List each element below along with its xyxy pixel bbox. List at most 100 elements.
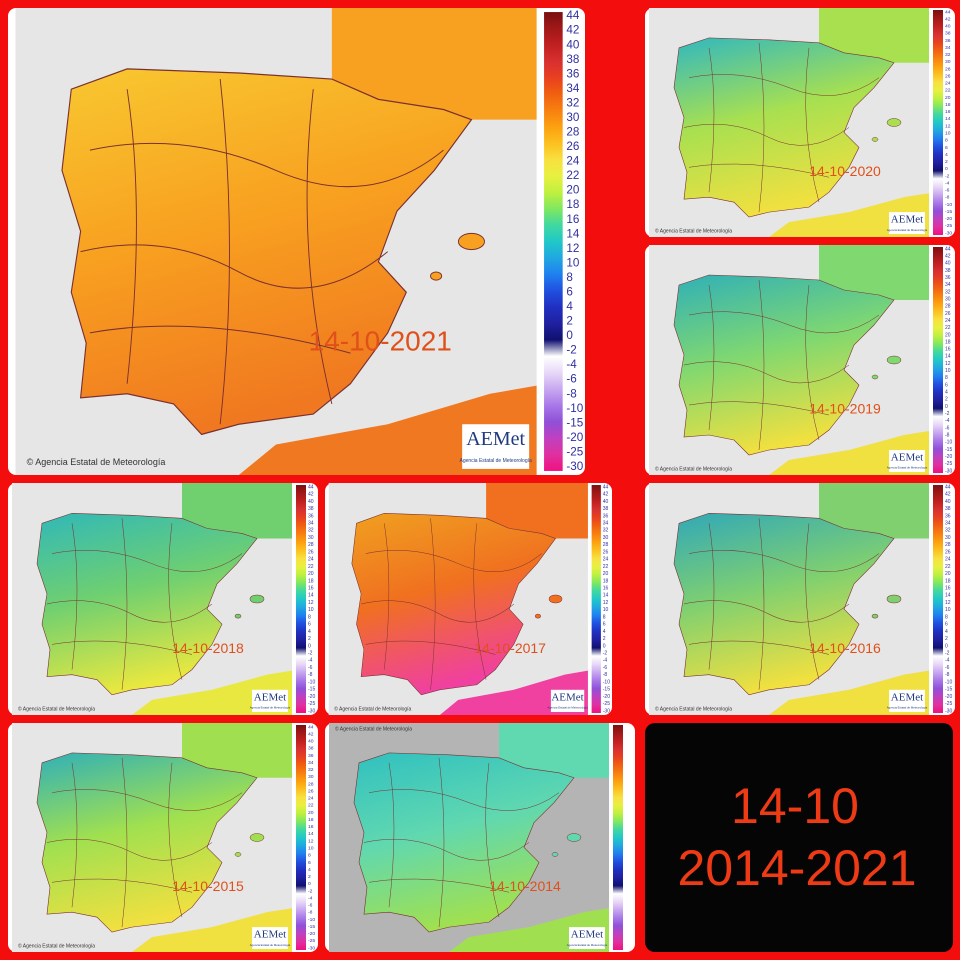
scale-label: -2 <box>945 651 950 657</box>
map <box>329 723 623 952</box>
scale-label: 28 <box>308 542 314 548</box>
island <box>871 137 879 142</box>
scale-label: 42 <box>566 24 579 37</box>
color-bar <box>613 724 623 951</box>
logo: AEMet <box>571 929 603 941</box>
scale-label: -25 <box>308 938 315 944</box>
province-border <box>51 878 193 893</box>
scale-label: 34 <box>945 45 951 51</box>
logo-caption: Agencia Estatal de Meteorología <box>250 943 291 947</box>
province-border <box>80 244 388 289</box>
island <box>871 613 879 619</box>
scale-label: 8 <box>566 271 572 284</box>
france <box>486 483 588 539</box>
scale-label: 0 <box>308 881 311 887</box>
scale-label: 4 <box>945 390 948 396</box>
scale-label: 0 <box>945 166 948 172</box>
scale-label: 24 <box>308 557 314 563</box>
logo: AEMet <box>466 428 525 450</box>
scale-label: 10 <box>603 607 609 613</box>
scale-label: 26 <box>566 140 579 153</box>
scale-label: 44 <box>945 246 951 252</box>
scale-label: 38 <box>945 31 951 37</box>
scale-label: 24 <box>945 318 951 324</box>
scale-label: -8 <box>308 672 313 678</box>
scale-label: 34 <box>308 520 314 526</box>
scale-label: 8 <box>945 138 948 144</box>
scale-label: 18 <box>308 578 314 584</box>
province-border <box>384 523 390 670</box>
scale-label: 22 <box>945 325 951 331</box>
province-border <box>758 518 765 690</box>
scale-label: 36 <box>566 67 579 80</box>
scale-label: 18 <box>566 198 579 211</box>
scale-label: 22 <box>308 803 314 809</box>
logo-caption: Agencia Estatal de Meteorología <box>250 706 291 710</box>
map <box>649 245 943 475</box>
scale-label: 28 <box>566 126 579 139</box>
island <box>886 118 902 127</box>
map-date: 14-10-2017 <box>474 640 546 656</box>
scale-label: -4 <box>566 358 577 371</box>
scale-label: 4 <box>566 300 573 313</box>
scale-label: 22 <box>603 564 609 570</box>
scale-label: 4 <box>308 629 311 635</box>
scale-label: 6 <box>308 860 311 866</box>
logo-box <box>550 689 585 712</box>
scale-label: -25 <box>603 701 610 707</box>
logo-caption: Agencia Estatal de Meteorología <box>460 458 532 464</box>
scale-label: 38 <box>945 268 951 274</box>
scale-label: 40 <box>308 739 314 745</box>
scale-label: -10 <box>566 402 583 415</box>
scale-label: 12 <box>945 361 951 367</box>
scale-label: 18 <box>308 817 314 823</box>
scale-label: -30 <box>945 708 952 714</box>
province-border <box>168 523 183 680</box>
province-border <box>121 518 128 690</box>
map-date: 14-10-2015 <box>172 878 244 894</box>
scale-label: 40 <box>945 261 951 267</box>
province-border <box>126 89 137 384</box>
province-border <box>758 42 765 213</box>
scale-label: -20 <box>308 694 315 700</box>
scale-label: 10 <box>945 607 951 613</box>
scale-label: 20 <box>566 184 579 197</box>
scale-label: -2 <box>945 173 950 179</box>
summary-date: 14-10 <box>731 778 859 834</box>
scale-label: -30 <box>603 708 610 714</box>
province-border <box>688 74 880 96</box>
scale-label: 32 <box>308 767 314 773</box>
france <box>331 8 537 120</box>
scale-label: -30 <box>308 708 315 714</box>
logo-box <box>889 212 925 235</box>
province-border <box>363 838 530 861</box>
scale-label: 0 <box>308 643 311 649</box>
island <box>886 594 902 604</box>
province-border <box>683 123 850 146</box>
province-border <box>683 361 850 384</box>
scale-label: -10 <box>308 679 315 685</box>
credit: © Agencia Estatal de Meteorología <box>334 705 411 712</box>
scale-label: 18 <box>603 578 609 584</box>
scale-label: 40 <box>603 499 609 505</box>
island <box>548 594 563 604</box>
province-border <box>805 47 820 203</box>
province-border <box>121 757 128 928</box>
logo-caption: Agencia Estatal de Meteorología <box>887 228 928 232</box>
scale-label: 38 <box>945 506 951 512</box>
scale-label: 30 <box>603 535 609 541</box>
province-border <box>688 550 880 573</box>
france <box>819 483 929 539</box>
scale-label: -2 <box>603 651 608 657</box>
scale-label: 34 <box>945 520 951 526</box>
scale-label: 20 <box>308 571 314 577</box>
scale-label: 32 <box>566 96 579 109</box>
scale-label: 14 <box>945 593 951 599</box>
scale-label: 22 <box>308 564 314 570</box>
france <box>819 245 929 300</box>
scale-label: 6 <box>945 622 948 628</box>
scale-label: -4 <box>308 658 313 664</box>
summary-years: 2014-2021 <box>677 840 916 896</box>
scale-label: -4 <box>945 658 950 664</box>
province-border <box>46 600 213 623</box>
